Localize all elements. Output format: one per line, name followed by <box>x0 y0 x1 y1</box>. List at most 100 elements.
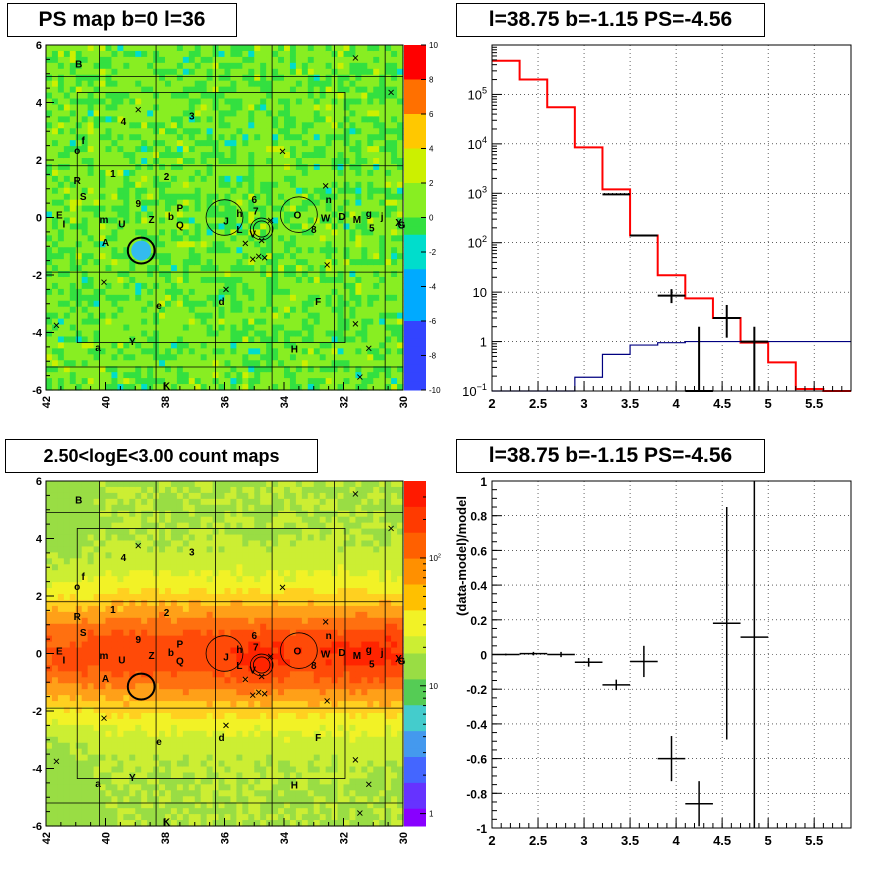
map-cell <box>46 605 53 613</box>
source-label: M <box>353 215 361 226</box>
map-cell <box>206 300 214 308</box>
map-cell <box>57 778 65 785</box>
map-cell <box>46 790 53 797</box>
map-cell <box>105 790 113 797</box>
map-cell <box>206 169 214 177</box>
map-cell <box>135 348 142 355</box>
map-cell <box>188 342 196 349</box>
map-cell <box>99 766 107 774</box>
source-circle <box>205 199 244 236</box>
map-cell <box>147 169 154 177</box>
map-cell <box>57 253 65 260</box>
y-tick-label: 105 <box>467 86 487 103</box>
map-cell <box>254 122 261 129</box>
map-cell <box>123 288 130 296</box>
map-cell <box>46 796 53 803</box>
map-cell <box>355 223 362 230</box>
x-tick-label: 40 <box>101 396 113 408</box>
map-cell <box>117 366 124 373</box>
map-cell <box>105 247 113 254</box>
map-cell <box>170 318 178 326</box>
map-cell <box>111 760 118 768</box>
map-cell <box>117 492 124 500</box>
map-cell <box>272 372 279 379</box>
map-cell <box>63 790 71 797</box>
map-cell <box>57 235 65 242</box>
map-cell <box>141 814 148 821</box>
map-cell <box>176 342 184 349</box>
map-cell <box>266 45 273 52</box>
map-cell <box>69 175 77 183</box>
map-cell <box>99 617 107 625</box>
map-cell <box>188 241 196 248</box>
map-cell <box>248 282 255 290</box>
map-cell <box>99 796 107 803</box>
map-cell <box>367 253 374 260</box>
map-cell <box>278 92 285 100</box>
map-cell <box>57 784 65 791</box>
map-cell <box>218 312 226 320</box>
map-cell <box>111 504 118 512</box>
map-cell <box>63 158 71 165</box>
map-cell <box>87 312 95 320</box>
map-cell <box>301 211 309 219</box>
map-cell <box>301 318 309 326</box>
map-cell <box>147 504 154 512</box>
map-cell <box>254 300 261 308</box>
map-cell <box>337 80 345 88</box>
colorbar-cell <box>404 88 426 98</box>
map-cell <box>200 140 208 147</box>
source-label: H <box>291 344 298 355</box>
map-cell <box>349 193 356 201</box>
map-cell <box>391 110 398 117</box>
map-cell <box>242 348 249 355</box>
map-cell <box>301 146 309 153</box>
map-cell <box>200 134 208 141</box>
map-cell <box>159 128 166 135</box>
map-cell <box>176 378 184 385</box>
map-cell <box>69 187 77 195</box>
map-cell <box>123 134 130 141</box>
map-cell <box>57 282 65 290</box>
map-cell <box>57 582 65 589</box>
map-cell <box>236 175 243 183</box>
map-cell <box>367 360 374 367</box>
map-cell <box>313 360 321 367</box>
map-cell <box>51 504 59 512</box>
map-cell <box>135 653 142 661</box>
map-cell <box>206 187 214 195</box>
map-cell <box>182 146 190 153</box>
map-cell <box>57 116 65 123</box>
map-cell <box>99 104 107 112</box>
map-cell <box>295 45 303 52</box>
map-cell <box>159 653 166 661</box>
map-cell <box>176 116 184 123</box>
map-cell <box>69 92 77 100</box>
map-cell <box>182 175 190 183</box>
map-cell <box>75 163 83 171</box>
map-cell <box>135 635 142 643</box>
source-label: D <box>338 212 345 223</box>
map-cell <box>165 92 172 100</box>
map-cell <box>141 481 148 488</box>
x-tick-label: 38 <box>160 396 172 408</box>
map-cell <box>135 80 142 88</box>
map-cell <box>159 229 166 236</box>
map-cell <box>69 235 77 242</box>
map-cell <box>105 784 113 791</box>
map-cell <box>289 229 297 236</box>
map-cell <box>337 360 345 367</box>
map-cell <box>87 486 95 494</box>
map-cell <box>46 110 53 117</box>
map-cell <box>313 169 321 177</box>
map-cell <box>51 158 59 165</box>
map-cell <box>325 110 333 117</box>
map-cell <box>105 481 113 488</box>
map-cell <box>93 86 101 94</box>
map-cell <box>129 576 136 583</box>
map-cell <box>278 98 285 106</box>
map-cell <box>129 481 136 488</box>
map-cell <box>51 588 59 595</box>
map-cell <box>117 552 124 559</box>
map-cell <box>278 211 285 219</box>
